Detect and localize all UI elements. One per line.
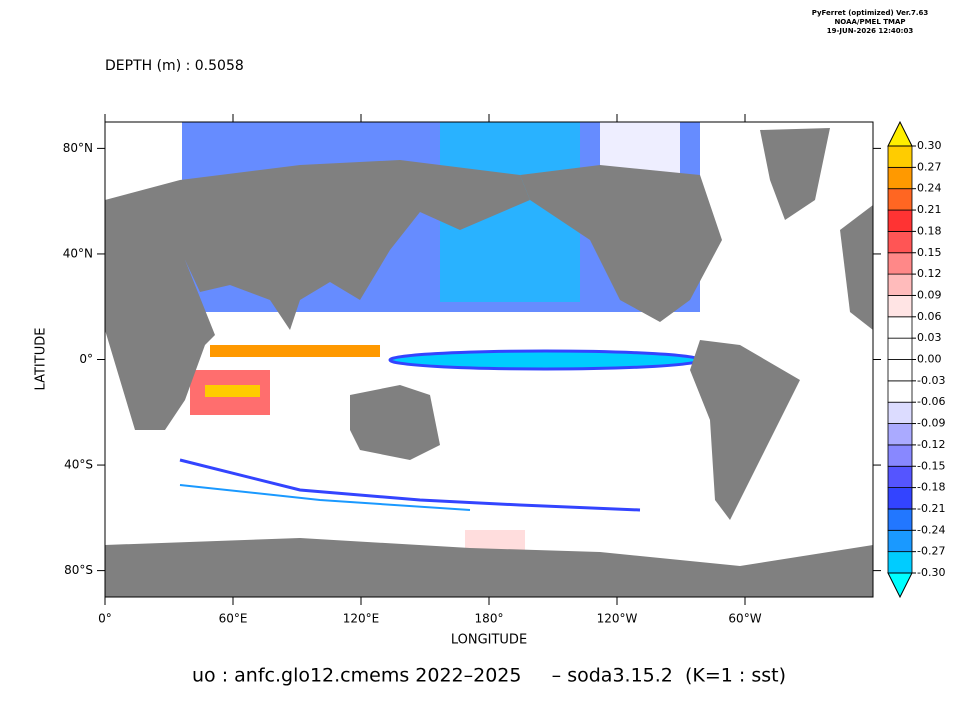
colorbar-band: [887, 380, 913, 403]
x-tick-label: 180°: [475, 612, 504, 626]
colorbar-band: [887, 529, 913, 553]
colorbar-band: [887, 252, 913, 275]
x-axis-label: LONGITUDE: [451, 633, 527, 648]
colorbar-band: [887, 487, 913, 510]
colorbar-band: [887, 551, 913, 574]
x-tick-label: 120°W: [597, 612, 638, 626]
land: [105, 128, 873, 597]
footer: uo : anfc.glo12.cmems 2022–2025 – soda3.…: [192, 665, 786, 687]
title: DEPTH (m) : 0.5058: [105, 58, 244, 74]
colorbar-band: [887, 423, 913, 446]
colorbar-label: -0.15: [917, 459, 945, 472]
y-tick-label: 80°N: [63, 141, 93, 155]
colorbar-band: [887, 188, 913, 211]
colorbar-band: [887, 166, 913, 190]
colorbar-label: 0.27: [917, 160, 942, 173]
colorbar-band: [887, 316, 913, 339]
colorbar-label: 0.00: [917, 353, 942, 366]
colorbar-label: 0.24: [917, 182, 942, 195]
colorbar-label: -0.27: [917, 545, 945, 558]
header-line: PyFerret (optimized) Ver.7.63: [812, 9, 929, 17]
colorbar-label: -0.06: [917, 395, 945, 408]
colorbar-label: -0.12: [917, 438, 945, 451]
colorbar-label: -0.03: [917, 374, 945, 387]
colorbar-under: [887, 572, 913, 599]
colorbar-band: [887, 230, 913, 254]
y-tick-label: 0°: [79, 352, 93, 366]
colorbar-label: 0.21: [917, 203, 942, 216]
colorbar-label: 0.18: [917, 224, 942, 237]
colorbar-band: [887, 145, 913, 168]
indian-ocean-field: [210, 345, 380, 357]
southern-front: [179, 458, 641, 512]
colorbar: -0.30 -0.27 -0.24 -0.21 -0.18 -0.15 -0.12 -0.09…: [887, 120, 945, 599]
colorbar-label: -0.24: [917, 523, 945, 536]
indian-ocean-field: [205, 385, 260, 397]
header-line: 19-JUN-2026 12:40:03: [827, 27, 914, 35]
colorbar-label: -0.30: [917, 566, 945, 579]
colorbar-label: 0.09: [917, 288, 942, 301]
colorbar-label: 0.30: [917, 139, 942, 152]
y-axis-label: LATITUDE: [34, 328, 49, 391]
colorbar-label: 0.12: [917, 267, 942, 280]
colorbar-label: 0.03: [917, 331, 942, 344]
colorbar-band: [887, 508, 913, 531]
colorbar-band: [887, 465, 913, 489]
colorbar-band: [887, 444, 913, 467]
x-tick-label: 0°: [98, 612, 112, 626]
colorbar-label: -0.21: [917, 502, 945, 515]
x-tick-label: 60°W: [728, 612, 761, 626]
x-tick-label: 60°E: [219, 612, 248, 626]
y-tick-label: 40°N: [63, 246, 93, 260]
y-tick-label: 80°S: [64, 563, 93, 577]
colorbar-label: 0.06: [917, 310, 942, 323]
colorbar-label: -0.09: [917, 417, 945, 430]
map-field: [105, 122, 873, 597]
colorbar-band: [887, 209, 913, 232]
x-tick-label: 120°E: [343, 612, 380, 626]
colorbar-band: [887, 273, 913, 296]
colorbar-band: [887, 401, 913, 424]
colorbar-band: [887, 337, 913, 360]
colorbar-band: [887, 295, 913, 318]
colorbar-over: [887, 120, 913, 147]
colorbar-band: [887, 359, 913, 382]
equatorial-current: [388, 349, 702, 371]
header-line: NOAA/PMEL TMAP: [834, 18, 905, 26]
southern-front: [179, 484, 471, 511]
colorbar-label: 0.15: [917, 246, 942, 259]
y-tick-label: 40°S: [64, 458, 93, 472]
colorbar-label: -0.18: [917, 481, 945, 494]
